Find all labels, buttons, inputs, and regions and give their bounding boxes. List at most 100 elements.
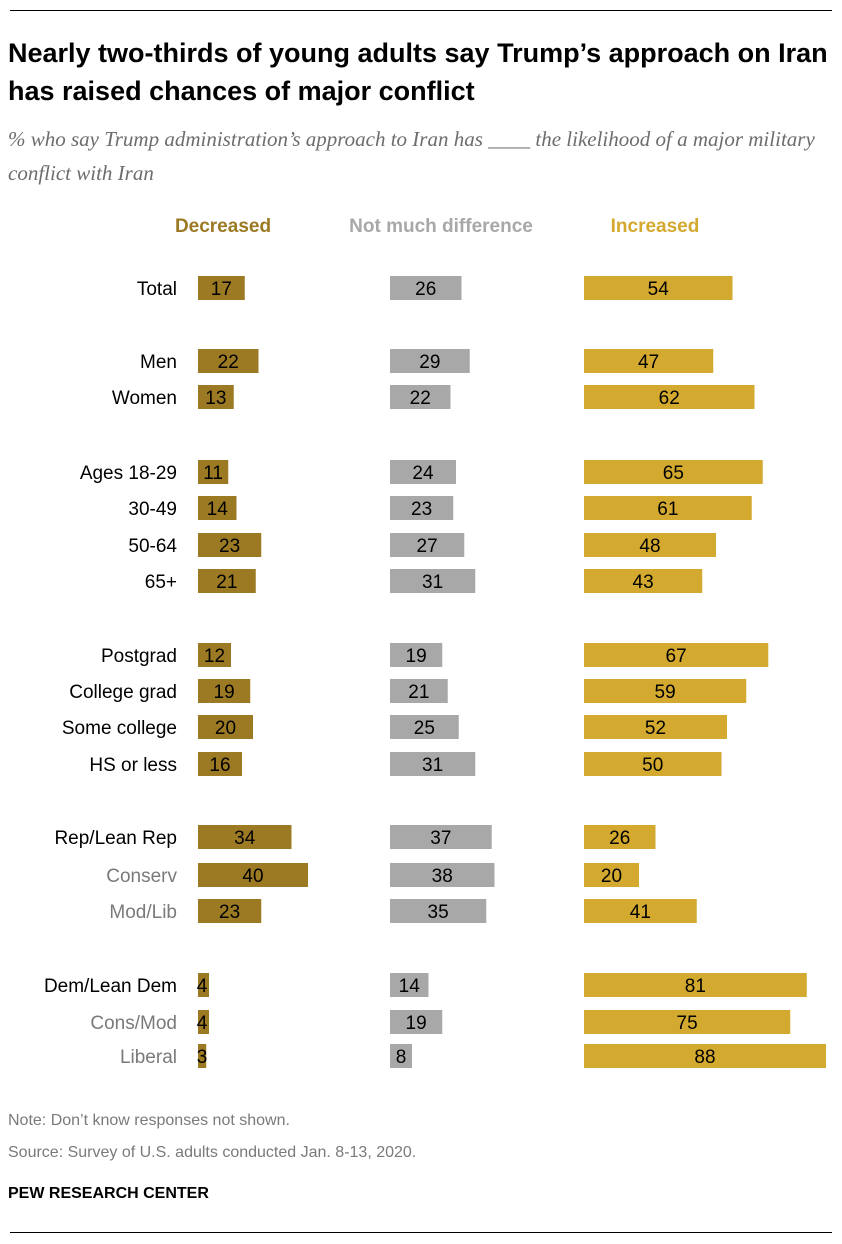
- bar-decreased: [198, 460, 229, 484]
- bar-increased: [584, 569, 703, 593]
- data-label-decreased: 17: [211, 279, 232, 300]
- data-label-no-difference: 19: [406, 646, 427, 667]
- bar-decreased: [198, 385, 234, 409]
- data-label-decreased: 14: [207, 499, 229, 520]
- data-label-decreased: 23: [219, 536, 240, 557]
- bar-no-difference: [390, 643, 443, 667]
- data-label-increased: 41: [630, 902, 651, 923]
- data-label-decreased: 20: [215, 718, 236, 739]
- bar-decreased: [198, 752, 242, 776]
- category-label: Cons/Mod: [90, 1013, 177, 1034]
- data-label-decreased: 23: [219, 902, 240, 923]
- bar-increased: [584, 973, 807, 997]
- data-label-increased: 65: [663, 463, 684, 484]
- data-label-decreased: 3: [197, 1047, 208, 1068]
- bar-decreased: [198, 533, 262, 557]
- bar-decreased: [198, 973, 209, 997]
- bar-increased: [584, 643, 769, 667]
- bar-increased: [584, 825, 656, 849]
- category-label: Conserv: [106, 866, 177, 887]
- data-label-decreased: 34: [234, 828, 256, 849]
- bar-no-difference: [390, 533, 465, 557]
- bar-increased: [584, 899, 697, 923]
- data-label-increased: 61: [657, 499, 678, 520]
- category-label: HS or less: [89, 755, 177, 776]
- data-label-increased: 67: [666, 646, 687, 667]
- data-label-decreased: 16: [209, 755, 230, 776]
- data-label-decreased: 11: [203, 463, 223, 484]
- data-label-no-difference: 29: [419, 352, 440, 373]
- bar-decreased: [198, 569, 256, 593]
- bar-decreased: [198, 825, 292, 849]
- data-label-increased: 81: [685, 976, 706, 997]
- data-label-increased: 88: [694, 1047, 715, 1068]
- bar-no-difference: [390, 460, 456, 484]
- bar-no-difference: [390, 569, 476, 593]
- data-label-decreased: 40: [242, 866, 263, 887]
- brand-logo-text: PEW RESEARCH CENTER: [8, 1185, 209, 1202]
- data-label-no-difference: 26: [415, 279, 436, 300]
- legend-decreased: Decreased: [175, 216, 271, 237]
- bar-decreased: [198, 715, 253, 739]
- data-label-no-difference: 24: [412, 463, 434, 484]
- bar-decreased: [198, 899, 262, 923]
- bar-no-difference: [390, 1044, 412, 1068]
- bar-no-difference: [390, 825, 492, 849]
- data-label-no-difference: 27: [417, 536, 438, 557]
- bar-no-difference: [390, 973, 429, 997]
- bar-no-difference: [390, 679, 448, 703]
- data-label-increased: 62: [659, 388, 680, 409]
- data-label-decreased: 22: [218, 352, 239, 373]
- category-label: College grad: [69, 682, 177, 703]
- bar-chart: Decreased Not much difference Increased Tot…: [44, 216, 826, 1068]
- bar-decreased: [198, 349, 259, 373]
- bar-decreased: [198, 1010, 209, 1034]
- bar-no-difference: [390, 752, 476, 776]
- data-label-increased: 75: [677, 1013, 698, 1034]
- legend-no-difference: Not much difference: [349, 216, 533, 237]
- bar-increased: [584, 679, 747, 703]
- data-label-increased: 48: [639, 536, 660, 557]
- data-label-no-difference: 31: [422, 572, 443, 593]
- bar-no-difference: [390, 349, 470, 373]
- data-label-decreased: 4: [197, 976, 208, 997]
- chart-subtitle: % who say Trump administration’s approac…: [8, 127, 815, 185]
- data-label-decreased: 13: [205, 388, 226, 409]
- bar-decreased: [198, 1044, 207, 1068]
- bar-no-difference: [390, 863, 495, 887]
- data-label-no-difference: 19: [406, 1013, 427, 1034]
- bar-increased: [584, 1044, 826, 1068]
- data-label-increased: 54: [648, 279, 670, 300]
- bar-increased: [584, 349, 714, 373]
- category-label: 30-49: [128, 499, 177, 520]
- data-label-decreased: 19: [214, 682, 235, 703]
- bar-increased: [584, 1010, 791, 1034]
- category-label: Dem/Lean Dem: [44, 976, 177, 997]
- category-label: Total: [137, 279, 177, 300]
- bar-increased: [584, 496, 752, 520]
- bar-increased: [584, 863, 639, 887]
- bottom-rule: [10, 1232, 832, 1233]
- bar-no-difference: [390, 1010, 443, 1034]
- data-label-no-difference: 37: [430, 828, 451, 849]
- data-label-decreased: 12: [204, 646, 225, 667]
- data-label-no-difference: 35: [428, 902, 449, 923]
- bar-decreased: [198, 276, 245, 300]
- data-label-decreased: 4: [197, 1013, 208, 1034]
- bar-increased: [584, 715, 727, 739]
- bar-no-difference: [390, 899, 487, 923]
- bar-no-difference: [390, 496, 454, 520]
- bar-no-difference: [390, 715, 459, 739]
- category-label: Mod/Lib: [109, 902, 177, 923]
- chart-title: Nearly two-thirds of young adults say Tr…: [8, 38, 828, 106]
- data-label-increased: 43: [633, 572, 654, 593]
- data-label-no-difference: 22: [410, 388, 431, 409]
- bar-increased: [584, 752, 722, 776]
- category-label: Liberal: [120, 1047, 177, 1068]
- bar-decreased: [198, 679, 251, 703]
- data-label-no-difference: 14: [399, 976, 421, 997]
- top-rule: [10, 10, 832, 11]
- data-label-no-difference: 23: [411, 499, 432, 520]
- category-label: Women: [112, 388, 177, 409]
- bar-increased: [584, 460, 763, 484]
